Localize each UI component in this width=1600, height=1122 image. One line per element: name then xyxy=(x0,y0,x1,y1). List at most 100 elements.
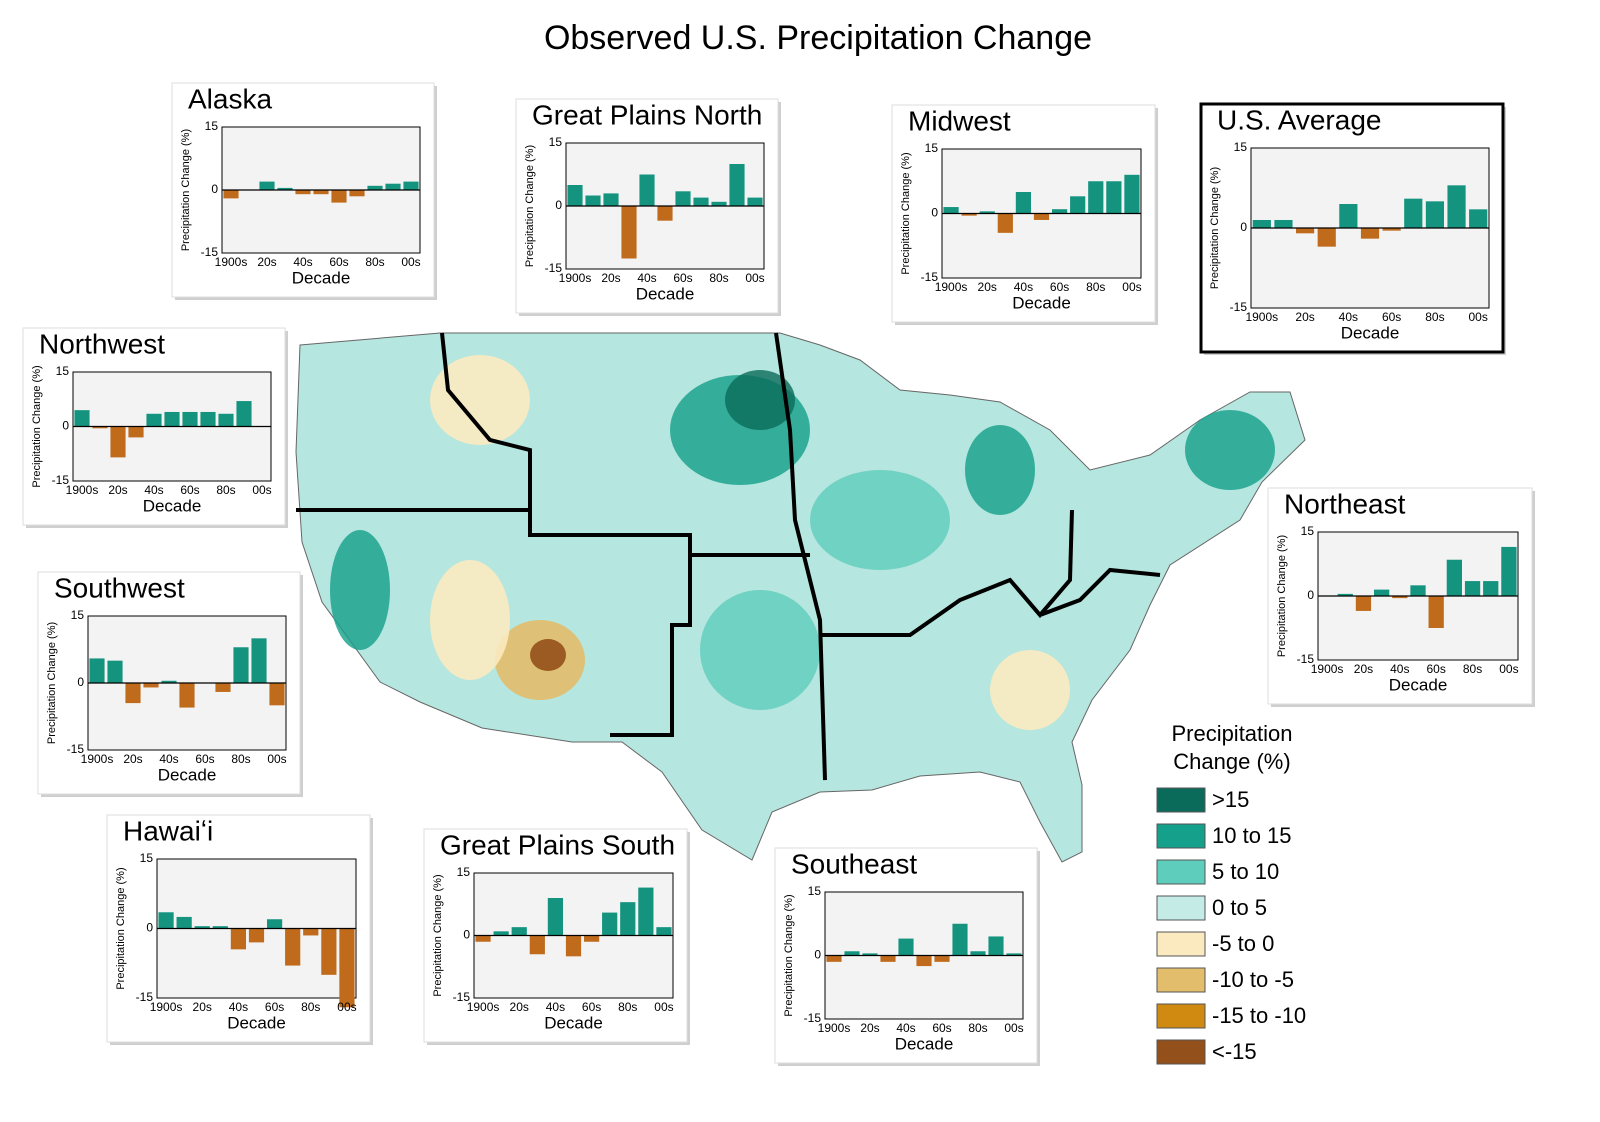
x-tick-label: 1900s xyxy=(1311,662,1344,676)
x-tick-label: 80s xyxy=(1086,280,1105,294)
x-tick-label: 00s xyxy=(1499,662,1518,676)
bar xyxy=(844,951,860,956)
legend-label: 0 to 5 xyxy=(1212,895,1267,920)
y-tick-label: -15 xyxy=(804,1011,822,1025)
bar xyxy=(1274,220,1293,228)
y-tick-label: 0 xyxy=(1240,220,1247,234)
legend-swatch xyxy=(1156,967,1206,993)
x-axis-label: Decade xyxy=(1389,675,1448,694)
y-tick-label: 15 xyxy=(71,608,85,622)
x-tick-label: 60s xyxy=(265,1000,284,1014)
x-axis-label: Decade xyxy=(227,1013,286,1032)
x-tick-label: 1900s xyxy=(66,483,99,497)
bar xyxy=(1404,198,1423,228)
y-tick-label: 15 xyxy=(1301,524,1315,538)
x-tick-label: 1900s xyxy=(467,1000,500,1014)
panel-title: Southeast xyxy=(791,848,917,879)
map-region xyxy=(725,370,795,430)
bar xyxy=(898,938,914,956)
x-axis-label: Decade xyxy=(1341,323,1400,342)
panel-title: Great Plains South xyxy=(440,829,675,860)
bar xyxy=(161,680,177,683)
bar xyxy=(657,206,673,221)
x-tick-label: 40s xyxy=(637,271,656,285)
bar xyxy=(295,190,311,195)
x-tick-label: 40s xyxy=(896,1021,915,1035)
bar xyxy=(1033,213,1050,220)
bar xyxy=(970,951,986,956)
x-tick-label: 20s xyxy=(108,483,127,497)
y-axis-label: Precipitation Change (%) xyxy=(31,365,43,487)
x-tick-label: 60s xyxy=(1050,280,1069,294)
y-tick-label: 15 xyxy=(549,135,563,149)
x-tick-label: 20s xyxy=(193,1000,212,1014)
panel-title: Hawaiʻi xyxy=(123,815,213,846)
x-tick-label: 60s xyxy=(673,271,692,285)
bar xyxy=(1088,181,1104,214)
panel-title: Northeast xyxy=(1284,488,1406,519)
x-tick-label: 20s xyxy=(123,752,142,766)
panel: Great Plains North Decade Precipitation Ch… xyxy=(515,98,781,316)
bar xyxy=(943,207,959,214)
x-axis-label: Decade xyxy=(158,765,217,784)
bar xyxy=(1106,181,1122,214)
x-tick-label: 1900s xyxy=(935,280,968,294)
x-tick-label: 60s xyxy=(1427,662,1446,676)
bar xyxy=(128,426,144,438)
x-tick-label: 40s xyxy=(1339,310,1358,324)
y-tick-label: 15 xyxy=(56,364,70,378)
x-tick-label: 80s xyxy=(301,1000,320,1014)
legend-label: -5 to 0 xyxy=(1212,931,1274,956)
legend-label: -15 to -10 xyxy=(1212,1003,1306,1028)
bar xyxy=(988,936,1004,956)
bar xyxy=(259,181,275,190)
bar xyxy=(1410,585,1426,596)
x-tick-label: 00s xyxy=(337,1000,356,1014)
bar xyxy=(92,426,108,429)
bar xyxy=(493,931,509,936)
y-tick-label: 0 xyxy=(146,921,153,935)
legend-label: <-15 xyxy=(1212,1039,1257,1064)
x-tick-label: 40s xyxy=(1390,662,1409,676)
bar xyxy=(285,928,301,966)
panel-title: Great Plains North xyxy=(532,99,762,130)
legend-title: Precipitation xyxy=(1171,721,1292,746)
panel: Southwest Decade Precipitation Change (%) 1… xyxy=(37,571,303,797)
bar xyxy=(934,955,950,962)
map-region xyxy=(430,355,530,445)
x-tick-label: 40s xyxy=(144,483,163,497)
bar xyxy=(529,935,545,955)
x-tick-label: 60s xyxy=(1382,310,1401,324)
bar xyxy=(620,902,636,936)
x-tick-label: 60s xyxy=(195,752,214,766)
bar xyxy=(339,928,355,1008)
x-tick-label: 80s xyxy=(216,483,235,497)
bar xyxy=(729,164,745,206)
bar xyxy=(110,426,126,458)
x-tick-label: 40s xyxy=(159,752,178,766)
y-axis-label: Precipitation Change (%) xyxy=(783,894,795,1016)
bar xyxy=(1355,596,1372,611)
x-tick-label: 00s xyxy=(252,483,271,497)
bar xyxy=(747,197,763,206)
y-axis-label: Precipitation Change (%) xyxy=(115,867,127,989)
legend-swatch xyxy=(1156,859,1206,885)
bar xyxy=(639,174,655,206)
bar xyxy=(313,190,329,195)
x-tick-label: 80s xyxy=(709,271,728,285)
panel-title: Southwest xyxy=(54,572,185,603)
y-tick-label: 0 xyxy=(1307,588,1314,602)
bar xyxy=(1447,185,1466,228)
y-axis-label: Precipitation Change (%) xyxy=(1209,167,1221,289)
x-tick-label: 60s xyxy=(932,1021,951,1035)
bar xyxy=(303,928,319,936)
bar xyxy=(862,953,878,956)
map-region xyxy=(330,530,390,650)
bar xyxy=(143,683,159,688)
legend-label: 10 to 15 xyxy=(1212,823,1292,848)
x-axis-label: Decade xyxy=(292,268,351,287)
bar xyxy=(1339,204,1358,228)
x-tick-label: 20s xyxy=(601,271,620,285)
x-tick-label: 80s xyxy=(231,752,250,766)
bar xyxy=(236,401,252,427)
